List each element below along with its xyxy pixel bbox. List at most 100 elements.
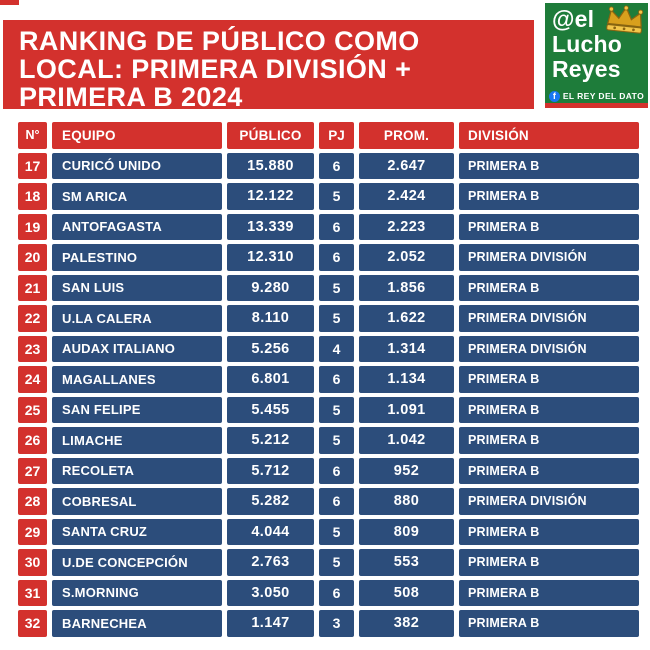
prom-cell: 1.314: [359, 335, 454, 362]
pj-cell: 6: [319, 488, 354, 515]
team-cell: SAN LUIS: [52, 274, 222, 301]
division-cell: PRIMERA B: [459, 518, 639, 545]
pj-cell: 6: [319, 213, 354, 240]
prom-cell: 1.856: [359, 274, 454, 301]
table-row: 24 MAGALLANES 6.801 6 1.134 PRIMERA B: [18, 366, 639, 393]
team-cell: SANTA CRUZ: [52, 518, 222, 545]
division-cell: PRIMERA DIVISIÓN: [459, 305, 639, 332]
table-row: 29 SANTA CRUZ 4.044 5 809 PRIMERA B: [18, 518, 639, 545]
division-cell: PRIMERA B: [459, 579, 639, 606]
prom-cell: 1.091: [359, 396, 454, 423]
publico-cell: 9.280: [227, 274, 314, 301]
publico-cell: 13.339: [227, 213, 314, 240]
publico-cell: 8.110: [227, 305, 314, 332]
pj-cell: 6: [319, 579, 354, 606]
table-row: 17 CURICÓ UNIDO 15.880 6 2.647 PRIMERA B: [18, 152, 639, 179]
division-cell: PRIMERA DIVISIÓN: [459, 488, 639, 515]
pj-cell: 6: [319, 457, 354, 484]
table-row: 30 U.DE CONCEPCIÓN 2.763 5 553 PRIMERA B: [18, 549, 639, 576]
team-cell: U.LA CALERA: [52, 305, 222, 332]
team-cell: BARNECHEA: [52, 610, 222, 637]
team-cell: CURICÓ UNIDO: [52, 152, 222, 179]
publico-cell: 4.044: [227, 518, 314, 545]
table-row: 19 ANTOFAGASTA 13.339 6 2.223 PRIMERA B: [18, 213, 639, 240]
prom-cell: 508: [359, 579, 454, 606]
logo-handle: @el: [552, 6, 595, 32]
division-cell: PRIMERA B: [459, 610, 639, 637]
title-line-1: RANKING DE PÚBLICO COMO: [19, 26, 420, 56]
rank-cell: 23: [18, 335, 47, 362]
rank-cell: 19: [18, 213, 47, 240]
author-badge: @el Lucho Reyes f EL REY DEL DATO: [545, 3, 648, 108]
pj-cell: 5: [319, 549, 354, 576]
facebook-icon: f: [548, 90, 560, 102]
rank-cell: 24: [18, 366, 47, 393]
table-row: 26 LIMACHE 5.212 5 1.042 PRIMERA B: [18, 427, 639, 454]
publico-cell: 5.282: [227, 488, 314, 515]
title-line-2: LOCAL: PRIMERA DIVISIÓN +: [19, 54, 412, 84]
pj-cell: 5: [319, 427, 354, 454]
publico-cell: 15.880: [227, 152, 314, 179]
prom-cell: 809: [359, 518, 454, 545]
table-row: 31 S.MORNING 3.050 6 508 PRIMERA B: [18, 579, 639, 606]
rank-cell: 17: [18, 152, 47, 179]
rank-cell: 21: [18, 274, 47, 301]
table-row: 27 RECOLETA 5.712 6 952 PRIMERA B: [18, 457, 639, 484]
prom-cell: 1.042: [359, 427, 454, 454]
table-row: 21 SAN LUIS 9.280 5 1.856 PRIMERA B: [18, 274, 639, 301]
publico-cell: 2.763: [227, 549, 314, 576]
table-row: 28 COBRESAL 5.282 6 880 PRIMERA DIVISIÓN: [18, 488, 639, 515]
rank-cell: 18: [18, 183, 47, 210]
pj-cell: 5: [319, 274, 354, 301]
publico-cell: 5.712: [227, 457, 314, 484]
division-cell: PRIMERA B: [459, 183, 639, 210]
header-cell-pj: PJ: [319, 122, 354, 149]
prom-cell: 2.647: [359, 152, 454, 179]
publico-cell: 5.455: [227, 396, 314, 423]
prom-cell: 952: [359, 457, 454, 484]
logo-tagline-strip: f EL REY DEL DATO: [545, 89, 648, 103]
team-cell: AUDAX ITALIANO: [52, 335, 222, 362]
table-row: 32 BARNECHEA 1.147 3 382 PRIMERA B: [18, 610, 639, 637]
division-cell: PRIMERA B: [459, 152, 639, 179]
pj-cell: 5: [319, 305, 354, 332]
division-cell: PRIMERA B: [459, 366, 639, 393]
pj-cell: 6: [319, 244, 354, 271]
header-cell-prom: PROM.: [359, 122, 454, 149]
rank-cell: 27: [18, 457, 47, 484]
pj-cell: 5: [319, 396, 354, 423]
rank-cell: 29: [18, 518, 47, 545]
pj-cell: 6: [319, 366, 354, 393]
team-cell: LIMACHE: [52, 427, 222, 454]
title-banner: RANKING DE PÚBLICO COMO LOCAL: PRIMERA D…: [3, 20, 534, 112]
team-cell: U.DE CONCEPCIÓN: [52, 549, 222, 576]
header-cell-publico: PÚBLICO: [227, 122, 314, 149]
pj-cell: 5: [319, 518, 354, 545]
table-body: 17 CURICÓ UNIDO 15.880 6 2.647 PRIMERA B…: [18, 152, 639, 637]
publico-cell: 5.256: [227, 335, 314, 362]
team-cell: SAN FELIPE: [52, 396, 222, 423]
title-line-3: PRIMERA B 2024: [19, 82, 243, 112]
prom-cell: 880: [359, 488, 454, 515]
publico-cell: 1.147: [227, 610, 314, 637]
rank-cell: 22: [18, 305, 47, 332]
team-cell: SM ARICA: [52, 183, 222, 210]
pj-cell: 4: [319, 335, 354, 362]
crown-icon: [606, 5, 644, 34]
team-cell: ANTOFAGASTA: [52, 213, 222, 240]
prom-cell: 2.052: [359, 244, 454, 271]
prom-cell: 1.622: [359, 305, 454, 332]
header-cell-rank: N°: [18, 122, 47, 149]
division-cell: PRIMERA DIVISIÓN: [459, 244, 639, 271]
division-cell: PRIMERA B: [459, 274, 639, 301]
rank-cell: 26: [18, 427, 47, 454]
table-header-row: N° EQUIPO PÚBLICO PJ PROM. DIVISIÓN: [18, 122, 639, 149]
division-cell: PRIMERA B: [459, 457, 639, 484]
pj-cell: 5: [319, 183, 354, 210]
publico-cell: 5.212: [227, 427, 314, 454]
division-cell: PRIMERA B: [459, 549, 639, 576]
table-row: 22 U.LA CALERA 8.110 5 1.622 PRIMERA DIV…: [18, 305, 639, 332]
pj-cell: 6: [319, 152, 354, 179]
badge-bottom-bar: [545, 103, 648, 108]
